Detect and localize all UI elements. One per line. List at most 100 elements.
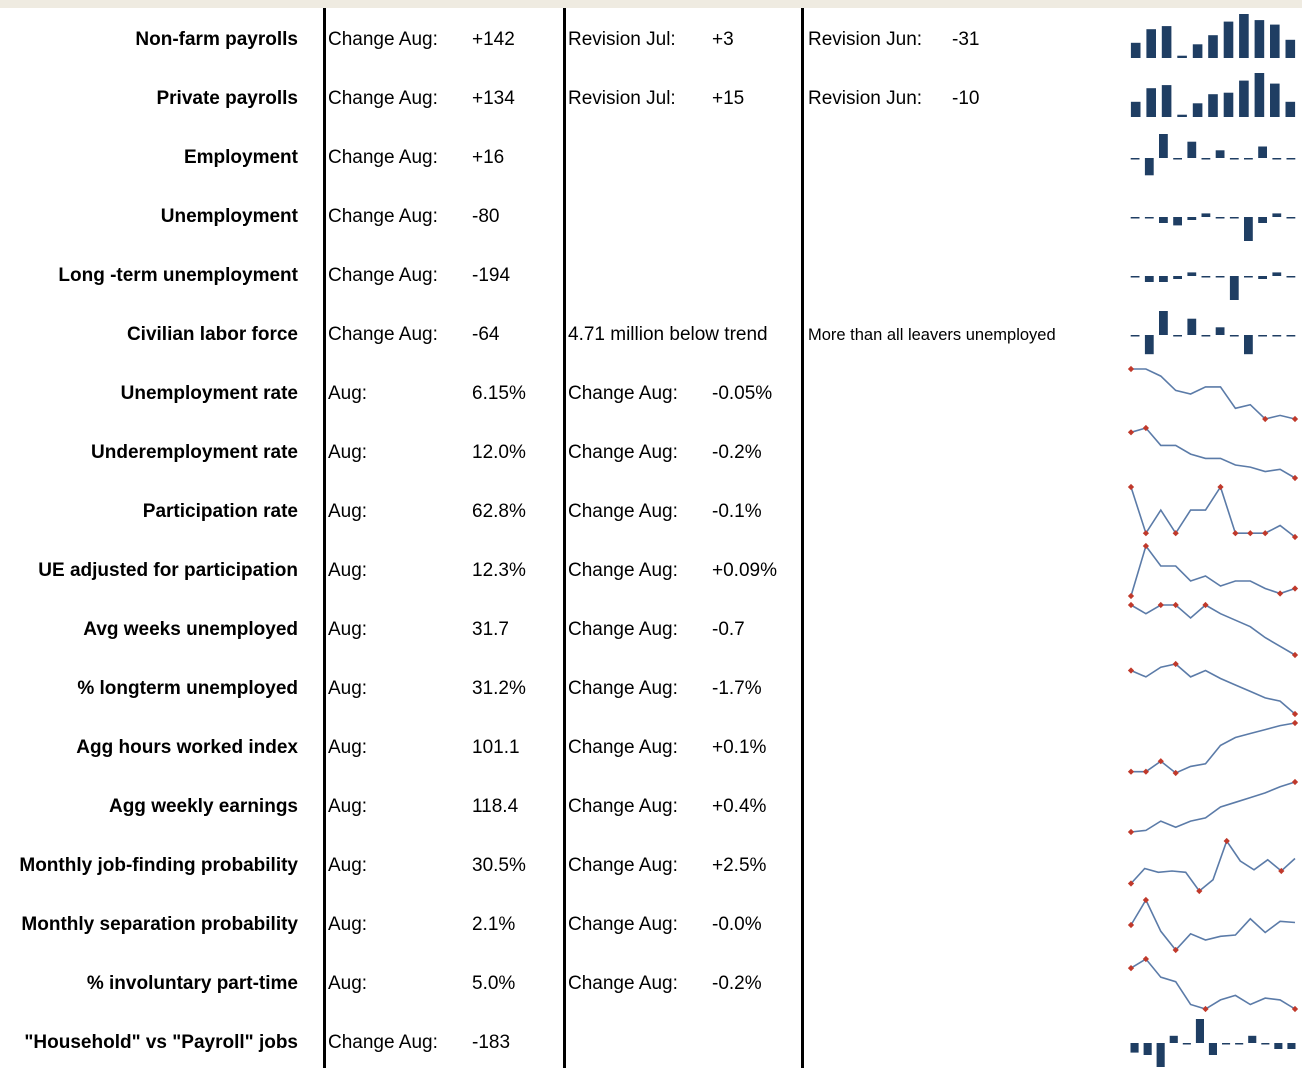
spark-bar <box>1239 80 1249 117</box>
sparkline <box>1127 542 1299 600</box>
sparkline <box>1127 601 1299 659</box>
row-label: Avg weeks unemployed <box>83 619 298 640</box>
spark-marker <box>1172 769 1179 777</box>
spark-bar <box>1182 1043 1191 1045</box>
spark-bar <box>1215 327 1225 335</box>
spark-bar <box>1223 92 1234 117</box>
cell-value: -0.7 <box>712 619 745 640</box>
spark-bar <box>1130 42 1141 58</box>
cell-value: +142 <box>472 29 515 50</box>
row-label: Long -term unemployment <box>58 265 298 286</box>
spark-bar <box>1285 101 1296 117</box>
spark-bar <box>1258 146 1267 158</box>
spark-bar <box>1248 1035 1257 1043</box>
spark-bar <box>1229 276 1239 300</box>
spark-bar <box>1130 1043 1139 1053</box>
spark-bar <box>1143 1043 1152 1055</box>
cell-value: -0.2% <box>712 442 762 463</box>
cell-value: 118.4 <box>472 796 519 817</box>
cell-value: 12.0% <box>472 442 526 463</box>
spark-marker <box>1127 429 1135 436</box>
spark-line <box>1131 722 1296 774</box>
sparkline <box>1130 272 1296 300</box>
spark-bar <box>1272 213 1282 217</box>
spark-bar <box>1261 1043 1270 1045</box>
spark-bar <box>1144 335 1154 355</box>
cell-caption: Aug: <box>328 442 368 463</box>
spark-marker <box>1291 778 1299 786</box>
spark-bar <box>1130 335 1140 337</box>
spark-bar <box>1239 14 1249 58</box>
cell-caption: Change Aug: <box>568 914 678 935</box>
spark-marker <box>1291 415 1299 423</box>
spark-bar <box>1201 158 1211 160</box>
spark-bar <box>1159 311 1168 335</box>
spark-bar <box>1272 272 1282 276</box>
spark-bar <box>1244 335 1253 355</box>
spark-bar <box>1156 1043 1165 1067</box>
row-label: % involuntary part-time <box>86 973 298 994</box>
cell-caption: Revision Jul: <box>568 88 676 109</box>
spark-bar <box>1146 88 1156 117</box>
cell-caption: Change Aug: <box>568 619 678 640</box>
cell-value: 5.0% <box>472 973 516 994</box>
spark-bar <box>1161 85 1172 117</box>
sparkline <box>1127 660 1299 718</box>
cell-caption: More than all leavers unemployed <box>808 326 1056 344</box>
spark-line <box>1131 368 1296 420</box>
spark-bar <box>1244 276 1253 278</box>
spark-bar <box>1130 101 1141 117</box>
spark-marker <box>1172 530 1179 537</box>
cell-caption: Aug: <box>328 914 368 935</box>
spark-line <box>1130 781 1296 833</box>
sparkline <box>1127 778 1299 836</box>
spark-line <box>1130 427 1296 479</box>
spark-line <box>1130 957 1296 1010</box>
cell-value: 6.15% <box>472 383 526 404</box>
cell-value: -194 <box>472 265 511 286</box>
row-label: Agg weekly earnings <box>108 796 298 817</box>
spark-line <box>1130 604 1296 656</box>
cell-value: +15 <box>712 88 745 109</box>
row-label: Participation rate <box>142 501 298 522</box>
sparkline <box>1127 424 1299 482</box>
spark-bar <box>1254 73 1265 117</box>
spark-marker <box>1127 828 1135 836</box>
cell-value: 30.5% <box>472 855 526 876</box>
cell-caption: Change Aug: <box>568 796 678 817</box>
spark-bar <box>1192 103 1203 117</box>
cell-caption: Revision Jun: <box>808 88 923 109</box>
spark-bar <box>1258 335 1267 337</box>
spark-bar <box>1187 217 1197 220</box>
spark-line <box>1130 898 1296 952</box>
spark-bar <box>1244 217 1253 241</box>
row-label: Unemployment <box>160 206 298 227</box>
cell-caption: Change Aug: <box>568 442 678 463</box>
spark-bar <box>1208 1043 1217 1055</box>
spark-bar <box>1229 158 1239 160</box>
spark-bar <box>1287 1043 1296 1049</box>
sparkline <box>1130 73 1296 117</box>
cell-value: 62.8% <box>472 501 526 522</box>
spark-marker <box>1172 601 1179 609</box>
cell-caption: Change Aug: <box>328 147 438 168</box>
spark-bar <box>1187 141 1197 158</box>
cell-caption: Change Aug: <box>328 29 438 50</box>
cell-caption: Change Aug: <box>568 560 678 581</box>
cell-value: 31.7 <box>472 619 509 640</box>
cell-caption: Revision Jun: <box>808 29 923 50</box>
spark-bar <box>1286 217 1296 219</box>
cell-caption: Revision Jul: <box>568 29 676 50</box>
spark-bar <box>1270 24 1280 59</box>
spark-bar <box>1286 158 1296 160</box>
spark-marker <box>1172 946 1179 954</box>
cell-caption: Aug: <box>328 678 368 699</box>
spark-bar <box>1169 1035 1178 1043</box>
sparkline <box>1130 1019 1296 1067</box>
spark-bar <box>1173 276 1182 279</box>
row-label: Monthly job-finding probability <box>19 855 298 876</box>
spark-bar <box>1272 335 1282 337</box>
cell-caption: Aug: <box>328 796 368 817</box>
spark-bar <box>1187 318 1197 335</box>
spark-bar <box>1161 26 1172 58</box>
